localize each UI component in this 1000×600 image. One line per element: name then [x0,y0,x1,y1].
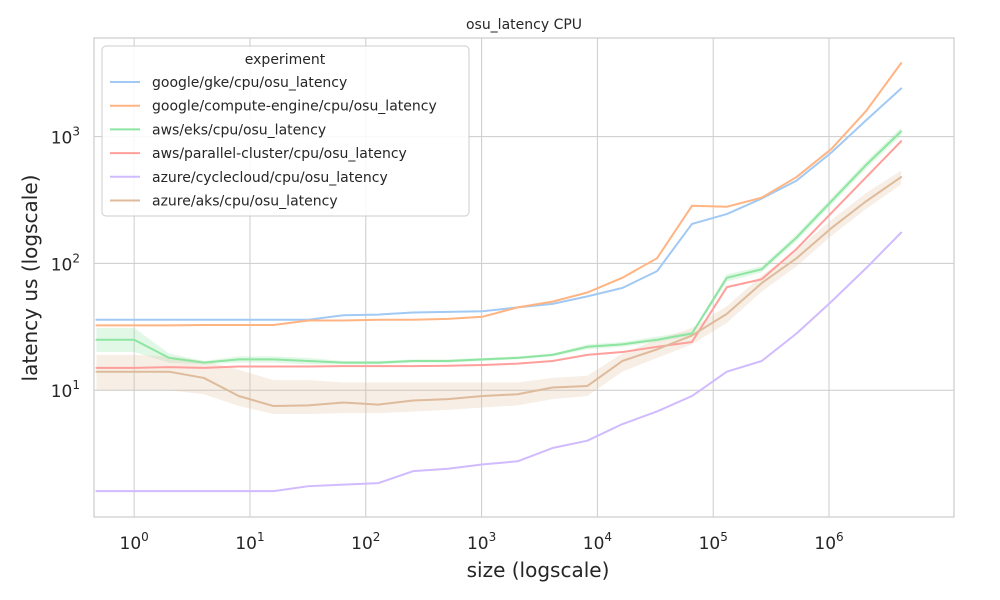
plot-frame [93,37,955,518]
legend-entries: google/gke/cpu/osu_latency google/compute… [110,75,437,210]
line-google-gke-cpu-osu-latency [95,87,903,321]
legend: experiment google/gke/cpu/osu_latencygoo… [101,45,470,217]
x-axis-ticks: 100 101 102 103 104 105 106 [120,530,844,554]
legend-box [101,45,470,217]
line-google-compute-engine-cpu-osu-latency [95,62,903,327]
line-azure-aks-cpu-osu-latency [95,176,903,408]
x-tick-label: 103 [467,530,496,554]
legend-label-azure-cyclecloud-cpu-osu-latency: azure/cyclecloud/cpu/osu_latency [152,170,388,186]
x-tick-label: 104 [583,530,612,554]
y-tick-label: 102 [51,251,80,275]
y-tick-label: 103 [51,125,80,149]
y-axis-label: latency us (logscale) [18,175,42,382]
x-tick-label: 101 [235,530,264,554]
line-azure-cyclecloud-cpu-osu-latency [95,231,903,493]
line-aws-parallel-cluster-cpu-osu-latency [95,140,903,369]
series-lines [95,62,903,493]
legend-title: experiment [245,52,326,68]
line-aws-eks-cpu-osu-latency [95,130,903,364]
x-tick-label: 106 [814,530,843,554]
chart-title: osu_latency CPU [466,17,582,33]
band-azure-aks-cpu-osu-latency [96,170,902,414]
legend-label-aws-eks-cpu-osu-latency: aws/eks/cpu/osu_latency [152,122,326,138]
x-tick-label: 100 [120,530,149,554]
x-tick-label: 105 [699,530,728,554]
x-tick-label: 102 [351,530,380,554]
legend-label-azure-aks-cpu-osu-latency: azure/aks/cpu/osu_latency [152,194,338,210]
y-axis-ticks: 101 102 103 [51,125,80,403]
confidence-bands [96,127,902,414]
y-tick-label: 101 [51,378,80,402]
legend-label-aws-parallel-cluster-cpu-osu-latency: aws/parallel-cluster/cpu/osu_latency [152,146,407,162]
x-axis-label: size (logscale) [467,558,610,582]
legend-label-google-compute-engine-cpu-osu-latency: google/compute-engine/cpu/osu_latency [152,99,437,115]
legend-label-google-gke-cpu-osu-latency: google/gke/cpu/osu_latency [152,75,347,91]
